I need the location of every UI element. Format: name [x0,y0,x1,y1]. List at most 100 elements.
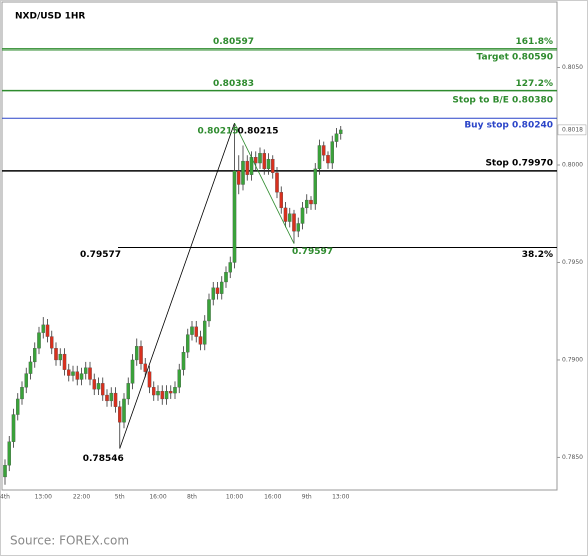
candle-body [194,326,198,337]
candle-body [156,391,160,396]
candle-body [50,336,54,349]
candle-body [130,359,135,384]
candle-body [143,363,147,372]
candle-body [164,391,169,400]
candle-body [7,441,12,466]
level-label: 38.2% [522,250,553,260]
price-tag-label: 0.8018 [562,126,583,133]
candle-body [71,371,75,376]
candle-body [185,334,190,353]
level-label: 161.8% [516,37,554,47]
level-label: 0.80383 [213,79,254,89]
x-tick-label: 16:00 [149,494,166,501]
candle-body [313,168,317,205]
swing-label: 0.79597 [292,247,333,257]
candle-body [292,213,296,232]
level-label: 0.80597 [213,37,254,47]
candle-body [279,192,283,209]
candle-body [160,391,164,400]
level-label: Target 0.80590 [477,52,553,62]
candle-body [105,394,109,402]
candle-body [62,353,67,370]
candle-body [177,369,181,388]
candle-body [118,406,122,423]
swing-label: 0.78546 [83,454,124,464]
candle-body [113,392,118,407]
x-tick-label: 9th [302,494,312,501]
candle-body [109,392,114,402]
candle-body [236,170,241,185]
candle-body [122,398,126,423]
candle-body [3,465,7,478]
chart-title: NXD/USD 1HR [15,12,85,22]
candle-body [41,324,46,333]
candle-body [28,361,33,374]
y-tick-label: 0.7900 [562,356,583,363]
candle-body [45,324,50,337]
candle-body [245,160,249,175]
candle-body [92,379,97,390]
candle-body [300,207,305,224]
candle-body [321,145,326,156]
candle-body [88,367,92,380]
candle-body [224,272,228,283]
candle-body [338,129,343,134]
candle-body [228,262,232,273]
candle-body [253,157,258,164]
level-label: 127.2% [516,79,554,89]
candle-body [326,155,330,164]
candle-body [275,172,279,193]
candle-body [270,158,275,173]
level-label: Stop 0.79970 [485,158,553,168]
swing-line [119,122,235,449]
x-tick-label: 8th [187,494,197,501]
candle-body [309,199,313,205]
candle-body [304,199,309,209]
swing-label: 0.80215 [198,127,239,137]
y-tick-label: 0.7850 [562,454,583,461]
x-tick-label: 10:00 [226,494,243,501]
candle-body [296,223,300,232]
candle-body [207,299,211,322]
candle-body [33,348,37,363]
swing-label: 0.80215 [238,127,279,137]
candle-body [190,326,194,335]
candle-body [54,348,58,361]
candle-body [101,383,105,396]
candle-body [287,213,292,222]
y-tick-label: 0.8050 [562,64,583,71]
plot-frame [1,1,558,491]
candle-body [168,391,173,394]
y-tick-label: 0.8000 [562,161,583,168]
candle-body [20,387,24,400]
candle-body [215,287,220,294]
candle-body [330,141,334,164]
candle-body [334,133,339,142]
candle-body [211,287,215,300]
candle-body [79,373,84,380]
level-label: Buy stop 0.80240 [464,121,553,131]
candle-body [317,145,322,170]
level-label: Stop to B/E 0.80380 [452,95,553,105]
candle-body [147,371,152,388]
candle-body [198,336,203,345]
candle-body [202,320,207,345]
candle-body [126,383,131,400]
level-label: 0.79577 [80,250,121,260]
x-tick-label: 13:00 [35,494,52,501]
x-tick-label: 5th [115,494,125,501]
candle-body [11,414,16,442]
candle-body [75,371,80,380]
candle-body [84,367,88,374]
price-tag [557,124,587,136]
candle-body [266,158,271,170]
candle-body [24,373,28,388]
x-tick-label: 16:00 [264,494,281,501]
y-tick-label: 0.7950 [562,259,583,266]
candle-body [241,160,245,185]
candle-body [139,346,143,365]
x-tick-label: 13:00 [332,494,349,501]
candle-body [15,398,20,415]
